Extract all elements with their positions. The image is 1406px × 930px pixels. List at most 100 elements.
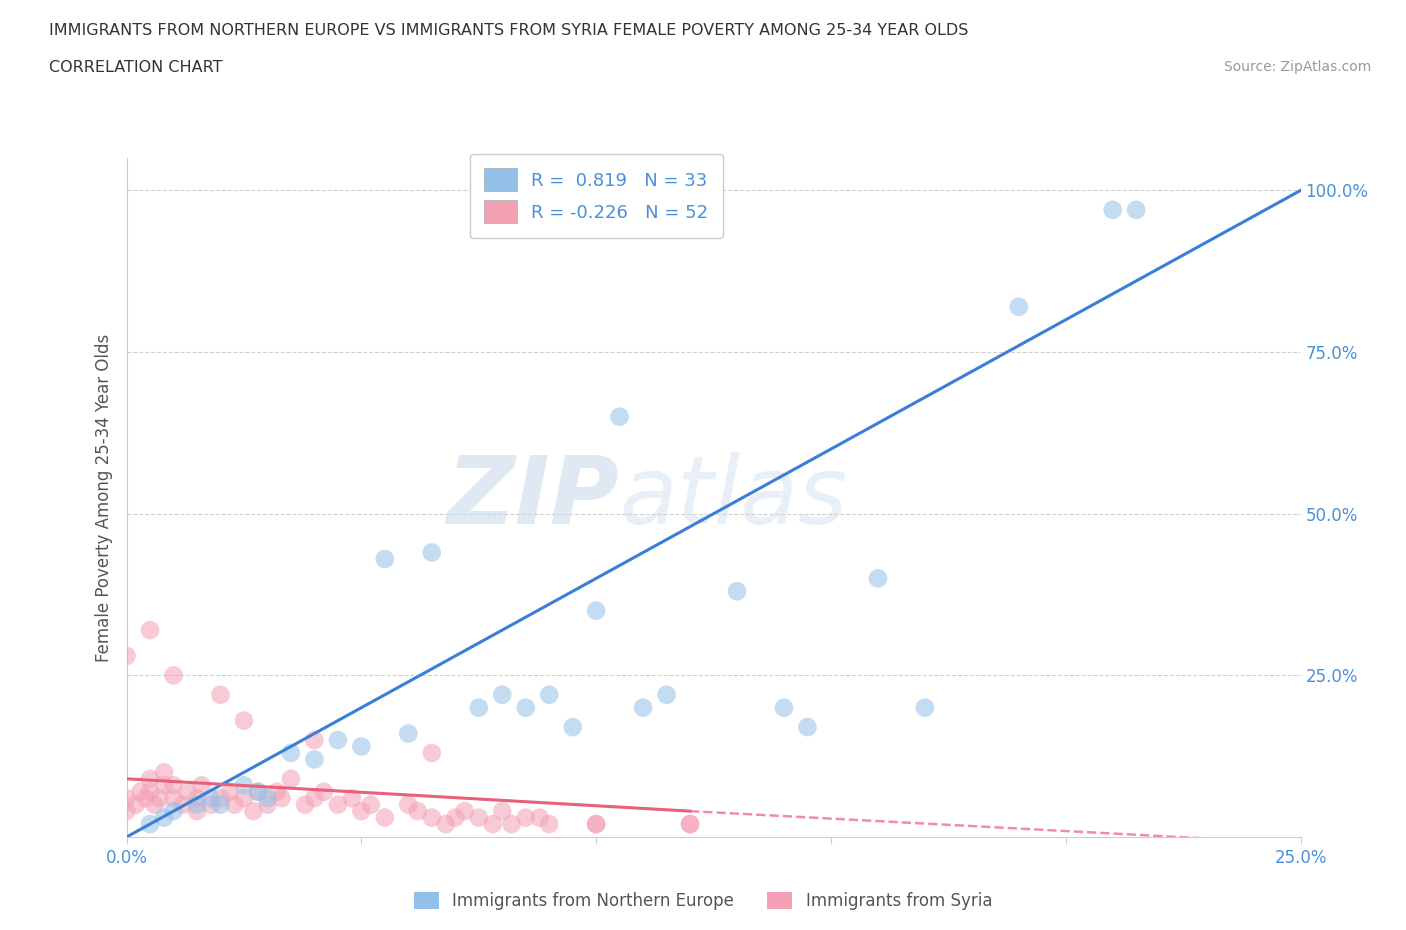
Legend: R =  0.819   N = 33, R = -0.226   N = 52: R = 0.819 N = 33, R = -0.226 N = 52 [470, 153, 723, 238]
Point [209, 797, 232, 812]
Text: Source: ZipAtlas.com: Source: ZipAtlas.com [1223, 60, 1371, 74]
Point [233, 790, 256, 805]
Point [374, 551, 396, 566]
Point [396, 726, 419, 741]
Point [256, 797, 278, 812]
Point [190, 777, 212, 792]
Point [139, 623, 162, 638]
Point [139, 784, 162, 799]
Point [139, 817, 162, 831]
Text: IMMIGRANTS FROM NORTHERN EUROPE VS IMMIGRANTS FROM SYRIA FEMALE POVERTY AMONG 25: IMMIGRANTS FROM NORTHERN EUROPE VS IMMIG… [49, 23, 969, 38]
Point [186, 804, 208, 818]
Point [247, 784, 270, 799]
Point [515, 700, 537, 715]
Point [585, 604, 607, 618]
Point [266, 784, 288, 799]
Point [115, 804, 138, 818]
Point [561, 720, 583, 735]
Point [420, 746, 443, 761]
Point [374, 810, 396, 825]
Point [679, 817, 702, 831]
Point [115, 648, 138, 663]
Point [224, 797, 246, 812]
Point [162, 790, 184, 805]
Point [172, 797, 194, 812]
Point [538, 817, 561, 831]
Point [491, 804, 513, 818]
Point [162, 668, 184, 683]
Point [501, 817, 523, 831]
Point [200, 797, 222, 812]
Point [585, 817, 607, 831]
Point [294, 797, 316, 812]
Point [129, 784, 152, 799]
Point [115, 790, 138, 805]
Point [631, 700, 654, 715]
Point [725, 584, 748, 599]
Point [153, 777, 176, 792]
Point [360, 797, 382, 812]
Point [585, 817, 607, 831]
Point [434, 817, 457, 831]
Point [796, 720, 818, 735]
Point [1125, 203, 1147, 218]
Point [420, 810, 443, 825]
Point [773, 700, 796, 715]
Point [655, 687, 678, 702]
Point [326, 733, 349, 748]
Point [304, 752, 326, 767]
Legend: Immigrants from Northern Europe, Immigrants from Syria: Immigrants from Northern Europe, Immigra… [408, 885, 998, 917]
Point [538, 687, 561, 702]
Point [679, 817, 702, 831]
Point [280, 746, 302, 761]
Point [280, 771, 302, 786]
Point [467, 810, 489, 825]
Point [242, 804, 264, 818]
Point [515, 810, 537, 825]
Point [1101, 203, 1123, 218]
Point [914, 700, 936, 715]
Point [529, 810, 551, 825]
Point [304, 790, 326, 805]
Point [247, 784, 270, 799]
Point [467, 700, 489, 715]
Point [609, 409, 631, 424]
Point [176, 784, 198, 799]
Point [233, 713, 256, 728]
Point [340, 790, 363, 805]
Point [143, 797, 166, 812]
Point [406, 804, 429, 818]
Text: atlas: atlas [620, 452, 848, 543]
Point [148, 790, 170, 805]
Point [482, 817, 505, 831]
Point [350, 804, 373, 818]
Point [256, 790, 278, 805]
Point [186, 790, 208, 805]
Y-axis label: Female Poverty Among 25-34 Year Olds: Female Poverty Among 25-34 Year Olds [94, 334, 112, 661]
Point [162, 804, 184, 818]
Text: ZIP: ZIP [447, 452, 620, 543]
Point [139, 771, 162, 786]
Point [209, 790, 232, 805]
Point [312, 784, 335, 799]
Point [304, 733, 326, 748]
Point [453, 804, 475, 818]
Point [209, 687, 232, 702]
Point [326, 797, 349, 812]
Point [396, 797, 419, 812]
Point [153, 810, 176, 825]
Text: CORRELATION CHART: CORRELATION CHART [49, 60, 222, 75]
Point [153, 764, 176, 779]
Point [125, 797, 148, 812]
Point [866, 571, 889, 586]
Point [186, 797, 208, 812]
Point [200, 790, 222, 805]
Point [491, 687, 513, 702]
Point [134, 790, 156, 805]
Point [1008, 299, 1031, 314]
Point [350, 739, 373, 754]
Point [444, 810, 467, 825]
Point [218, 784, 240, 799]
Point [270, 790, 292, 805]
Point [233, 777, 256, 792]
